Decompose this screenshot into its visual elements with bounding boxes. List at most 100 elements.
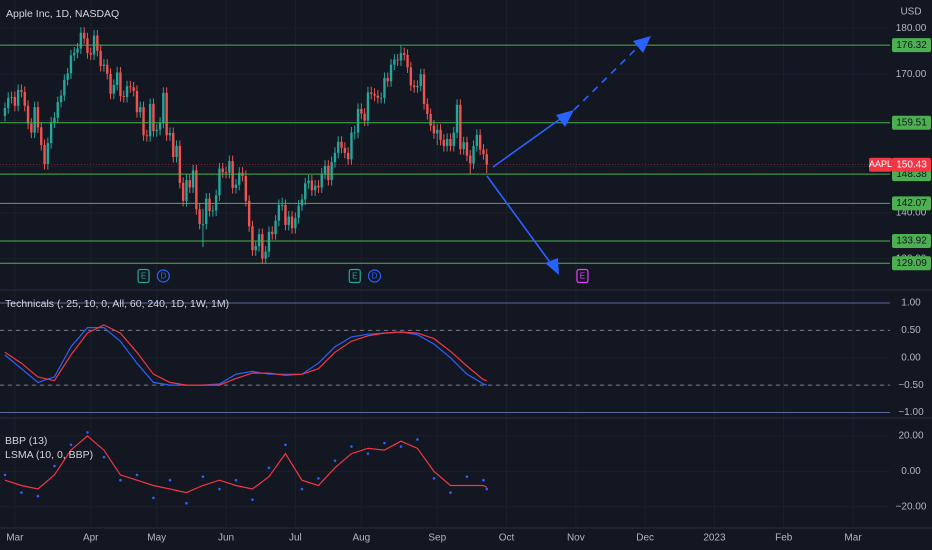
candle-body [389,64,393,82]
candle-body [142,107,145,136]
y-tick-label: 140.00 [896,208,927,219]
candle-body [445,138,449,146]
candle-body [337,141,340,153]
candle-body [221,168,224,173]
x-tick-label: Oct [499,533,515,544]
indicator-dot [482,478,485,482]
indicator-dot [366,452,370,455]
indicator-dot [234,478,238,482]
event-marker [348,268,361,284]
x-tick-label: Sep [428,533,446,544]
indicator-dot [69,443,73,447]
candle-body [360,108,363,114]
candle-body [379,97,383,99]
indicator-dot [251,498,254,501]
candle-body [482,149,485,155]
indicator-dot [416,438,419,441]
price-tag [892,157,931,172]
level-tag-label: 133.92 [896,236,927,247]
indicator-dot [383,441,386,445]
y-tick-label: 0.00 [901,352,921,363]
candle-body [327,165,330,181]
indicator-dot [300,487,304,491]
candle-body [73,52,76,56]
level-tag-label: 176.32 [896,40,927,51]
candle-body [16,90,20,106]
candle-body [208,198,211,212]
symbol-tag-label: AAPL [869,159,892,169]
candle-body [251,226,254,251]
candle-body [49,122,53,144]
arrow-head [556,110,574,127]
candle-body [277,205,281,221]
candle-body [99,50,102,67]
candle-body [459,104,462,150]
candle-body [3,108,7,116]
candle-body [96,35,99,51]
candle-body [429,114,432,126]
candle-body [178,145,182,183]
indicator-dot [333,459,337,463]
x-tick-label: Jul [289,533,302,544]
candle-body [33,107,36,133]
level-tag [892,233,931,248]
y-tick-label: 1.00 [901,298,921,309]
level-tag [892,38,931,53]
candle-body [86,38,89,54]
y-tick-label: −0.50 [898,380,924,391]
candle-body [13,96,17,106]
candle-body [373,93,376,96]
indicator-title: Technicals (, 25, 10, 0, All, 60, 240, 1… [5,298,229,310]
candle-body [112,84,116,94]
candle-body [244,175,248,201]
indicator-dot [36,494,40,498]
event-label: E [141,272,146,281]
candle-body [267,231,271,252]
indicator-dot [201,475,205,478]
candle-body [307,180,310,184]
candle-body [211,210,215,212]
event-label: D [160,272,166,281]
level-tag-label: 148.38 [896,169,927,180]
price-tag-label: 150.43 [896,159,927,170]
candle-body [115,72,119,85]
candle-body [366,92,370,121]
indicator-dot [218,487,221,491]
candle-body [475,134,479,146]
candle-body [10,96,13,98]
candle-body [280,205,284,206]
indicator-dot [465,475,469,478]
indicator-title: BBP (13) [5,435,47,447]
candle-body [396,59,399,61]
candle-body [129,86,132,88]
candle-body [271,231,274,235]
candle-body [412,85,416,88]
candle-body [449,138,452,146]
candle-body [300,199,304,206]
candle-body [439,129,442,140]
arrow-head [545,258,559,275]
candle-body [333,152,337,163]
indicator-dot [102,455,106,459]
candle-body [343,147,347,153]
candle-body [393,59,396,65]
candle-body [426,103,429,115]
indicator-dot [399,445,403,448]
candle-body [403,53,406,55]
candle-body [119,72,122,97]
indicator-dot [3,473,7,477]
candle-body [399,53,403,61]
candle-body [165,92,168,136]
candle-body [472,145,475,164]
candle-body [247,200,251,227]
candle-body [264,251,267,259]
x-tick-label: Dec [636,533,654,544]
indicator-dot [168,478,172,482]
candle-body [102,64,106,67]
currency: USD [900,7,921,18]
x-tick-label: Apr [83,533,99,544]
candle-body [261,234,264,259]
candle-body [82,32,86,39]
event-label: E [352,272,357,281]
